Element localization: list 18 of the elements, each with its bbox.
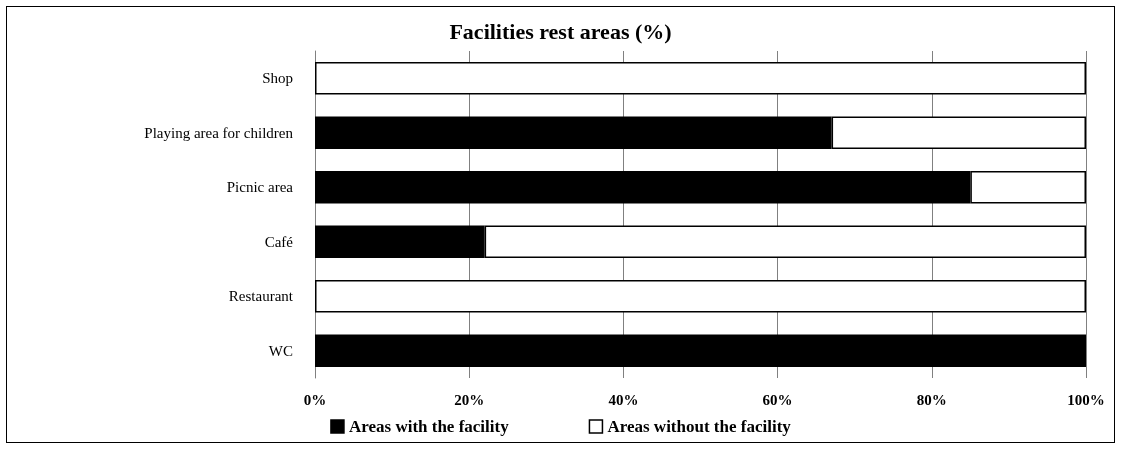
x-tick-label: 80% [916, 391, 947, 408]
x-tick-label: 0% [303, 391, 327, 408]
x-tick-label: 40% [608, 391, 639, 408]
bar [315, 334, 1086, 368]
y-tick-label: Café [264, 233, 294, 250]
bar [315, 61, 1086, 95]
y-tick-label: Playing area for children [144, 124, 294, 141]
y-tick-label: Restaurant [228, 288, 294, 305]
y-tick-label: Picnic area [226, 179, 294, 196]
legend-label: Areas without the facility [607, 417, 792, 436]
chart-title: Facilities rest areas (%) [449, 18, 672, 44]
bar [315, 279, 1086, 313]
x-tick-label: 60% [762, 391, 793, 408]
x-tick-label: 100% [1067, 391, 1105, 408]
legend-label: Areas with the facility [348, 417, 510, 436]
y-tick-label: WC [268, 342, 293, 359]
x-tick-label: 20% [454, 391, 485, 408]
y-tick-label: Shop [262, 70, 293, 87]
